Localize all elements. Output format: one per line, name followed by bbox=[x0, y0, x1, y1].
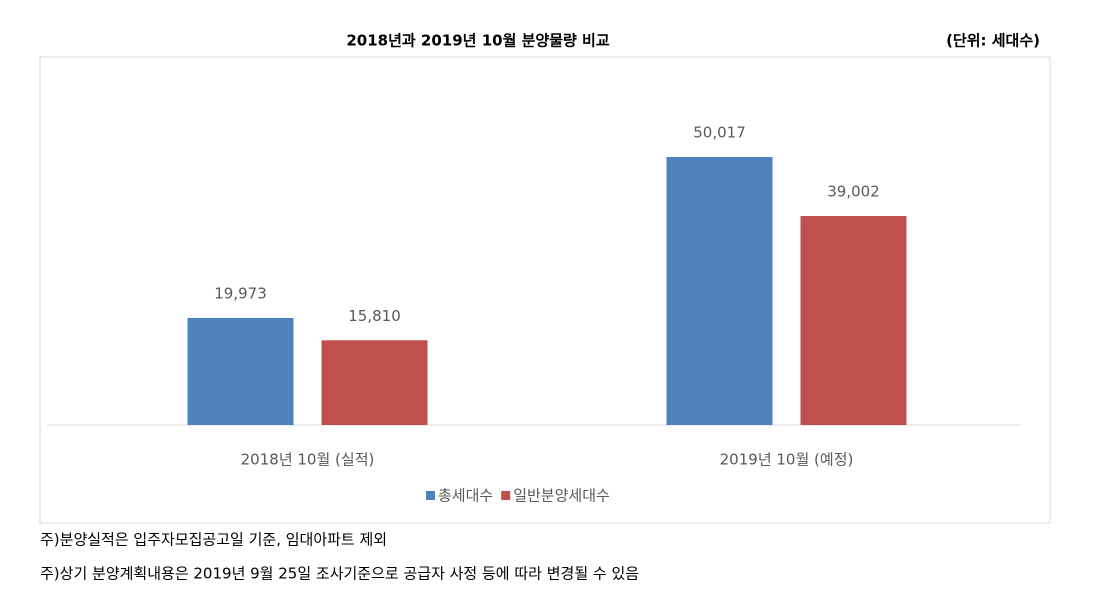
unit-label: (단위: 세대수) bbox=[946, 32, 1040, 50]
value-label: 15,810 bbox=[348, 307, 401, 325]
note: 주)분양실적은 입주자모집공고일 기준, 임대아파트 제외 bbox=[40, 531, 387, 549]
bar bbox=[321, 340, 428, 425]
bar bbox=[666, 156, 773, 425]
x-tick-label: 2019년 10월 (예정) bbox=[720, 451, 854, 469]
legend-label: 일반분양세대수 bbox=[513, 487, 610, 505]
bar bbox=[187, 317, 294, 425]
note: 주)상기 분양계획내용은 2019년 9월 25일 조사기준으로 공급자 사정 … bbox=[40, 565, 639, 583]
value-label: 39,002 bbox=[827, 183, 880, 201]
legend-swatch bbox=[426, 491, 435, 500]
chart-title: 2018년과 2019년 10월 분양물량 비교 bbox=[346, 32, 609, 50]
bar bbox=[800, 216, 907, 425]
legend-label: 총세대수 bbox=[438, 487, 493, 505]
legend-swatch bbox=[501, 491, 511, 500]
x-tick-label: 2018년 10월 (실적) bbox=[241, 451, 375, 469]
value-label: 19,973 bbox=[214, 284, 267, 302]
value-label: 50,017 bbox=[693, 123, 746, 141]
